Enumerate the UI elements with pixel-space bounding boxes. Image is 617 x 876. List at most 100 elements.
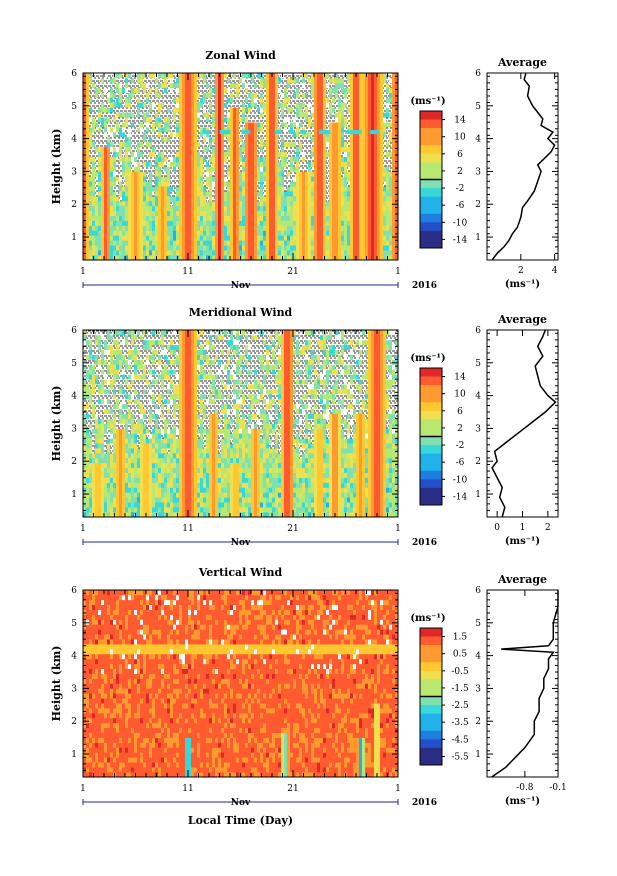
heatmap-cell [254, 141, 258, 148]
heatmap-cell [224, 122, 228, 128]
heatmap-cell [236, 97, 240, 103]
heatmap-cell [353, 117, 357, 123]
heatmap-cell [242, 127, 246, 133]
heatmap-cell [104, 151, 108, 157]
heatmap-cell [86, 250, 90, 256]
heatmap-cell [89, 146, 93, 153]
heatmap-cell [302, 102, 306, 108]
heatmap-cell [116, 443, 120, 449]
heatmap-cell [104, 393, 108, 400]
heatmap-cell [83, 77, 87, 84]
heatmap-cell [374, 230, 378, 236]
heatmap-cell [389, 102, 393, 108]
heatmap-cell [116, 176, 120, 182]
heatmap-cell [83, 389, 87, 395]
heatmap-cell [170, 196, 174, 202]
heatmap-cell [239, 166, 243, 172]
heatmap-cell [212, 146, 216, 153]
heatmap-cell [290, 151, 294, 157]
heatmap-cell [344, 141, 348, 148]
heatmap-cell [89, 205, 93, 212]
heatmap-cell [218, 77, 222, 84]
heatmap-cell [128, 250, 132, 256]
heatmap-cell [167, 235, 171, 241]
heatmap-cell [188, 92, 192, 98]
heatmap-cell [89, 210, 93, 217]
heatmap-cell [86, 77, 90, 84]
heatmap-cell [299, 82, 303, 89]
heatmap-cell [287, 141, 291, 148]
heatmap-cell [230, 235, 234, 241]
heatmap-cell [218, 156, 222, 162]
heatmap-cell [110, 200, 114, 207]
heatmap-cell [113, 235, 117, 241]
heatmap-cell [113, 107, 117, 113]
heatmap-cell [269, 250, 273, 256]
heatmap-cell [353, 151, 357, 157]
heatmap-cell [95, 344, 99, 350]
heatmap-cell [278, 73, 282, 79]
heatmap-cell [224, 200, 228, 207]
heatmap-cell [83, 349, 87, 355]
heatmap-cell [110, 330, 114, 336]
heatmap-cell [143, 215, 147, 221]
heatmap-cell [167, 161, 171, 167]
heatmap-cell [233, 117, 237, 123]
heatmap-cell [374, 122, 378, 128]
heatmap-cell [206, 107, 210, 113]
heatmap-cell [344, 176, 348, 182]
heatmap-cell [329, 166, 333, 172]
heatmap-cell [95, 384, 99, 390]
heatmap-cell [317, 146, 321, 153]
heatmap-cell [128, 112, 132, 118]
heatmap-cell [299, 196, 303, 202]
heatmap-cell [362, 146, 366, 153]
heatmap-cell [122, 408, 126, 414]
heatmap-cell [101, 240, 105, 246]
heatmap-cell [344, 92, 348, 98]
heatmap-cell [380, 132, 384, 138]
heatmap-cell [224, 156, 228, 162]
heatmap-cell [287, 186, 291, 192]
heatmap-cell [233, 210, 237, 217]
x-tick-label: 21 [287, 267, 298, 277]
heatmap-cell [221, 92, 225, 98]
heatmap-cell [272, 97, 276, 103]
heatmap-cell [275, 181, 279, 187]
heatmap-cell [131, 374, 135, 380]
heatmap-cell [143, 161, 147, 167]
heatmap-cell [314, 112, 318, 118]
heatmap-cell [386, 205, 390, 212]
heatmap-cell [152, 240, 156, 246]
heatmap-cell [92, 230, 96, 236]
heatmap-cell [386, 136, 390, 143]
heatmap-cell [341, 136, 345, 143]
heatmap-cell [212, 97, 216, 103]
heatmap-cell [194, 102, 198, 108]
heatmap-cell [380, 73, 384, 79]
heatmap-cell [137, 196, 141, 202]
heatmap-cell [95, 235, 99, 241]
heatmap-cell [350, 166, 354, 172]
heatmap-cell [89, 97, 93, 103]
heatmap-cell [302, 210, 306, 217]
heatmap-cell [323, 191, 327, 197]
heatmap-cell [122, 82, 126, 89]
heatmap-cell [83, 364, 87, 370]
heatmap-cell [329, 127, 333, 133]
heatmap-cell [86, 408, 90, 414]
heatmap-cell [122, 330, 126, 336]
heatmap-cell [212, 122, 216, 128]
heatmap-cell [323, 240, 327, 246]
heatmap-cell [122, 196, 126, 202]
heatmap-cell [347, 186, 351, 192]
heatmap-cell [299, 112, 303, 118]
heatmap-cell [395, 102, 399, 108]
heatmap-cell [314, 196, 318, 202]
heatmap-cell [347, 82, 351, 89]
heatmap-cell [140, 73, 144, 79]
colorbar-swatch [420, 119, 442, 129]
heatmap-cell [86, 448, 90, 454]
heatmap-cell [347, 191, 351, 197]
heatmap-cell [116, 507, 120, 513]
